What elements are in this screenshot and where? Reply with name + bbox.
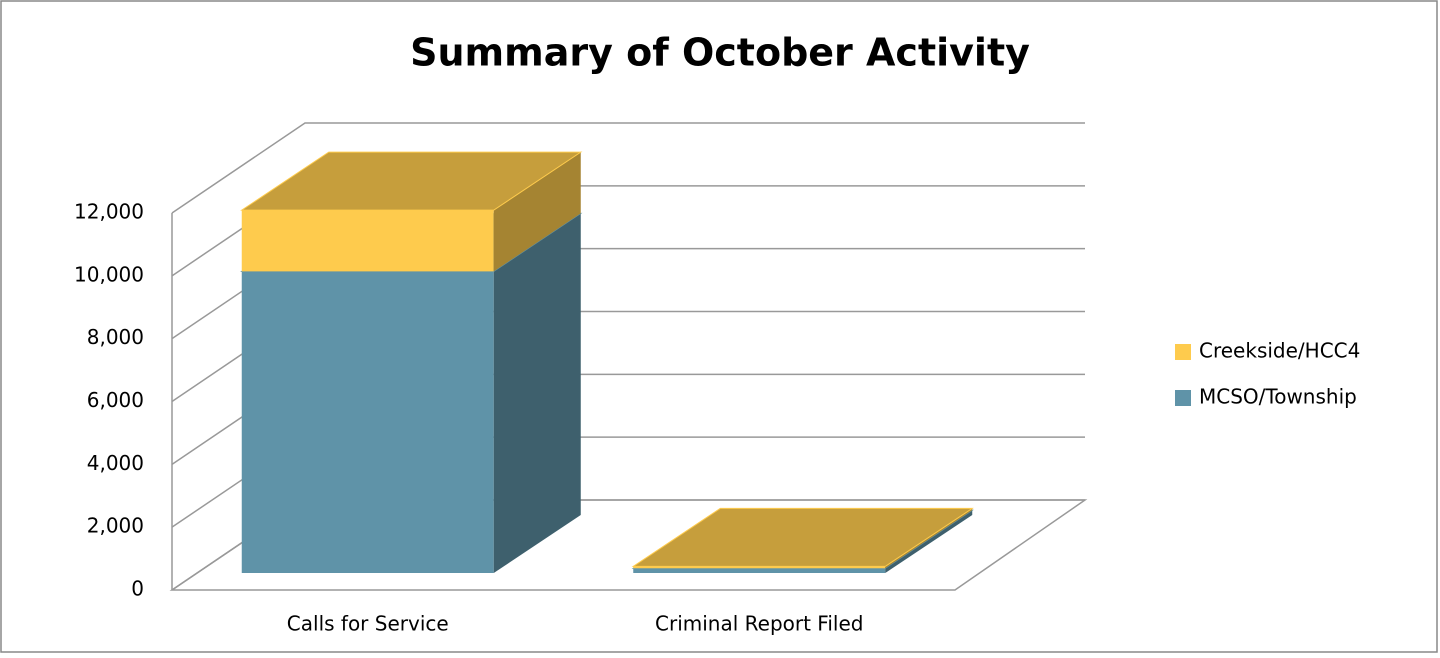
y-tick-label: 8,000 xyxy=(87,325,144,349)
legend-label: MCSO/Township xyxy=(1199,385,1357,409)
x-tick-label: Criminal Report Filed xyxy=(655,612,863,636)
bar-segment xyxy=(240,151,583,272)
bar-top xyxy=(240,151,583,211)
x-tick-label: Calls for Service xyxy=(287,612,449,636)
bar-side xyxy=(493,213,581,573)
y-tick-label: 0 xyxy=(131,577,144,601)
y-tick-label: 4,000 xyxy=(87,451,144,475)
legend-swatch xyxy=(1175,390,1191,406)
legend-label: Creekside/HCC4 xyxy=(1199,339,1360,363)
bar-segment xyxy=(631,507,974,569)
bar-top xyxy=(631,507,974,567)
bar-front xyxy=(241,271,494,573)
y-tick-label: 6,000 xyxy=(87,388,144,412)
bar-front xyxy=(633,566,886,569)
y-tick-label: 12,000 xyxy=(74,200,144,224)
y-tick-label: 10,000 xyxy=(74,262,144,286)
bar-front xyxy=(633,568,886,573)
grid-line xyxy=(171,122,1085,214)
bar-side xyxy=(493,152,581,272)
legend-swatch xyxy=(1175,344,1191,360)
chart-title: Summary of October Activity xyxy=(410,31,1030,75)
bar-front xyxy=(241,210,494,272)
bar-side xyxy=(885,510,973,573)
y-tick-label: 2,000 xyxy=(87,514,144,538)
